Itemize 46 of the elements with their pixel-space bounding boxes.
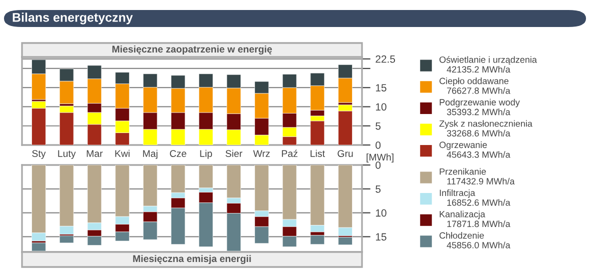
x-tick-label: Kwi	[115, 150, 130, 157]
chart-subtitle: Miesięczne zaopatrzenie w energię	[112, 45, 272, 55]
bar	[310, 235, 325, 245]
y-tick-label: 5	[376, 122, 381, 130]
text: Miesięczna emisja energii	[133, 254, 251, 264]
chart-title: Bilans energetyczny	[12, 12, 133, 24]
x-tick-label: Lip	[200, 150, 212, 159]
x-tick-label: Wrz	[253, 150, 270, 157]
text: Kanalizacja	[440, 210, 486, 220]
legend-label: Ogrzewanie	[440, 141, 487, 150]
text: 117432.9 MWh/a	[447, 178, 515, 184]
bar	[32, 242, 46, 252]
y-axis-title: [MWh]	[366, 153, 394, 163]
y-tick-label: 0	[376, 142, 381, 149]
legend-label: Ciepło oddawane	[440, 78, 508, 86]
x-tick-label: Paź	[282, 150, 298, 157]
x-tick-label: Sier	[226, 150, 242, 157]
y-tick-label: 10	[376, 103, 386, 111]
legend-label: Infiltracja	[440, 189, 476, 198]
y-tick-label: 10	[376, 209, 386, 217]
text: 45643.3 MWh/a	[446, 151, 510, 158]
bar	[198, 165, 214, 188]
text: 16852.6 MWh/a	[447, 199, 510, 206]
legend-label: Przenikanie	[440, 168, 486, 175]
text: 42135.2 MWh/a	[446, 66, 510, 73]
x-tick-label: Cze	[170, 150, 186, 157]
text: 17871.8 MWh/a	[447, 220, 510, 228]
text: 33268.6 MWh/a	[446, 130, 510, 136]
x-tick-label: Maj	[143, 150, 158, 159]
y-tick-label: 0	[376, 162, 381, 169]
y-tick-label: 5	[376, 186, 381, 193]
y-tick-label: 22.5	[376, 55, 396, 63]
text: 76627.8 MWh/a	[447, 87, 510, 94]
x-tick-label: Gru	[338, 150, 353, 157]
legend-label: Chłodzenie	[440, 232, 484, 239]
x-tick-label: Sty	[32, 150, 46, 159]
x-tick-label: Mar	[86, 150, 103, 157]
text: 45856.0 MWh/a	[446, 242, 510, 248]
text: 35393.2 MWh/a	[446, 108, 510, 116]
legend-label: Oświetlanie i urządzenia	[440, 56, 537, 65]
y-tick-label: 15	[376, 84, 386, 92]
legend-label: Podgrzewanie wody	[440, 98, 520, 108]
x-tick-label: Luty	[58, 150, 76, 159]
x-tick-label: List	[310, 150, 325, 157]
legend-label: Zysk z nasłonecznienia	[439, 120, 532, 129]
y-tick-label: 15	[376, 233, 386, 241]
